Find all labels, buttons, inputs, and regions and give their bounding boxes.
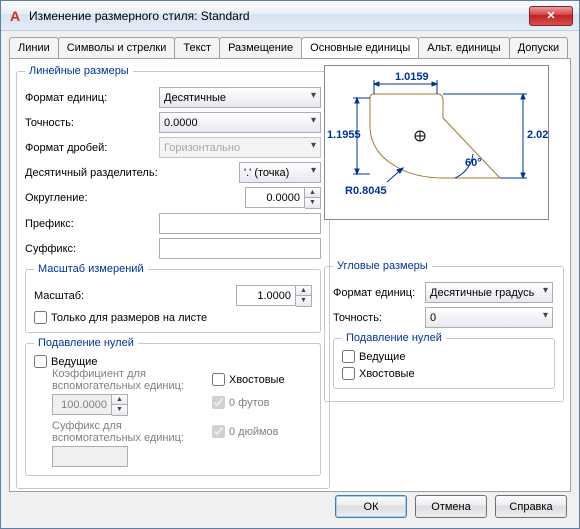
layout-only-checkbox[interactable] — [34, 311, 47, 324]
round-input[interactable] — [245, 187, 305, 208]
cancel-button[interactable]: Отмена — [415, 495, 487, 518]
layout-only-label: Только для размеров на листе — [51, 312, 207, 324]
angular-dimensions-group: Угловые размеры Формат единиц: Десятичны… — [324, 260, 564, 402]
titlebar: A Изменение размерного стиля: Standard ✕ — [1, 1, 579, 31]
trailing-label: Хвостовые — [229, 374, 285, 386]
ang-zero-group: Подавление нулей Ведущие Хвостовые — [333, 332, 555, 389]
round-label: Округление: — [25, 192, 239, 204]
tab-panel: Линейные размеры Формат единиц: Десятичн… — [9, 58, 571, 492]
svg-text:2.0207: 2.0207 — [527, 129, 548, 141]
unit-format-label: Формат единиц: — [25, 92, 153, 104]
decimal-sep-label: Десятичный разделитель: — [25, 167, 233, 179]
dimension-preview: 1.0159 1.1955 2.0207 60° R0.8045 — [324, 65, 549, 220]
right-column: 1.0159 1.1955 2.0207 60° R0.8045 Угловые… — [324, 65, 564, 485]
svg-text:1.1955: 1.1955 — [327, 129, 361, 141]
precision-select[interactable]: 0.0000 — [159, 112, 321, 133]
ang-unit-format-select[interactable]: Десятичные градусы — [425, 282, 553, 303]
zero-legend: Подавление нулей — [34, 337, 138, 349]
subunit-factor-label: Коэффициент для вспомогательных единиц: — [52, 368, 184, 392]
suffix-input[interactable] — [159, 238, 321, 259]
tab-tolerances[interactable]: Допуски — [509, 37, 568, 58]
scale-label: Масштаб: — [34, 290, 230, 302]
close-icon: ✕ — [546, 9, 555, 22]
left-column: Линейные размеры Формат единиц: Десятичн… — [16, 65, 316, 485]
linear-legend: Линейные размеры — [25, 65, 133, 77]
tab-primary-units[interactable]: Основные единицы — [301, 37, 419, 58]
spin-down-icon: ▼ — [112, 405, 127, 415]
tab-lines[interactable]: Линии — [9, 37, 59, 58]
spin-down-icon[interactable]: ▼ — [305, 198, 320, 208]
unit-format-select[interactable]: Десятичные — [159, 87, 321, 108]
subunit-suffix-input — [52, 446, 128, 467]
fraction-format-select: Горизонтально — [159, 137, 321, 158]
inches-label: 0 дюймов — [229, 426, 279, 438]
suffix-label: Суффикс: — [25, 243, 153, 255]
ang-precision-label: Точность: — [333, 312, 419, 324]
round-spinner[interactable]: ▲▼ — [245, 187, 321, 209]
tab-alt-units[interactable]: Альт. единицы — [418, 37, 509, 58]
precision-label: Точность: — [25, 117, 153, 129]
ang-unit-format-label: Формат единиц: — [333, 287, 419, 299]
app-icon: A — [7, 8, 23, 24]
svg-text:1.0159: 1.0159 — [395, 71, 429, 83]
svg-text:60°: 60° — [465, 157, 482, 169]
ang-leading-checkbox[interactable] — [342, 350, 355, 363]
scale-input[interactable] — [236, 285, 296, 306]
zero-suppression-group: Подавление нулей Ведущие Коэффициент для… — [25, 337, 321, 476]
ang-trailing-label: Хвостовые — [359, 368, 415, 380]
angular-legend: Угловые размеры — [333, 260, 432, 272]
subunit-factor-input — [52, 394, 112, 415]
spin-up-icon: ▲ — [112, 395, 127, 405]
leading-checkbox[interactable] — [34, 355, 47, 368]
inches-checkbox — [212, 425, 225, 438]
prefix-label: Префикс: — [25, 218, 153, 230]
ok-button[interactable]: ОК — [335, 495, 407, 518]
fraction-format-label: Формат дробей: — [25, 142, 153, 154]
feet-checkbox — [212, 396, 225, 409]
leading-label: Ведущие — [51, 356, 97, 368]
help-button[interactable]: Справка — [495, 495, 567, 518]
ang-trailing-checkbox[interactable] — [342, 367, 355, 380]
dialog-buttons: ОК Отмена Справка — [335, 495, 567, 518]
tab-fit[interactable]: Размещение — [219, 37, 302, 58]
window-title: Изменение размерного стиля: Standard — [29, 9, 529, 23]
linear-dimensions-group: Линейные размеры Формат единиц: Десятичн… — [16, 65, 330, 489]
prefix-input[interactable] — [159, 213, 321, 234]
scale-legend: Масштаб измерений — [34, 263, 148, 275]
decimal-sep-select[interactable]: '.' (точка) — [239, 162, 321, 183]
svg-text:R0.8045: R0.8045 — [345, 185, 387, 197]
spin-up-icon[interactable]: ▲ — [305, 188, 320, 198]
subunit-suffix-label: Суффикс для вспомогательных единиц: — [52, 420, 202, 444]
ang-leading-label: Ведущие — [359, 351, 405, 363]
scale-group: Масштаб измерений Масштаб: ▲▼ Только для… — [25, 263, 321, 333]
tab-strip: Линии Символы и стрелки Текст Размещение… — [1, 31, 579, 58]
ang-zero-legend: Подавление нулей — [342, 332, 446, 344]
ang-precision-select[interactable]: 0 — [425, 307, 553, 328]
dialog-window: A Изменение размерного стиля: Standard ✕… — [0, 0, 580, 529]
trailing-checkbox[interactable] — [212, 373, 225, 386]
tab-text[interactable]: Текст — [174, 37, 220, 58]
close-button[interactable]: ✕ — [529, 6, 573, 26]
feet-label: 0 футов — [229, 397, 269, 409]
spin-down-icon[interactable]: ▼ — [296, 296, 311, 306]
tab-symbols[interactable]: Символы и стрелки — [58, 37, 176, 58]
scale-spinner[interactable]: ▲▼ — [236, 285, 312, 307]
spin-up-icon[interactable]: ▲ — [296, 286, 311, 296]
